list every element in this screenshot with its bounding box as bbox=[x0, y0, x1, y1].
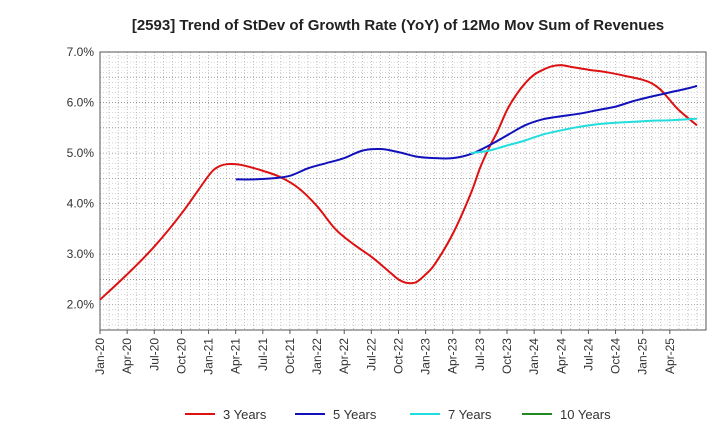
x-tick-label: Apr-21 bbox=[229, 338, 243, 374]
x-tick-label: Jan-21 bbox=[202, 338, 216, 375]
series-line-7-years bbox=[470, 117, 698, 155]
plot-area bbox=[100, 52, 706, 330]
grid bbox=[99, 51, 707, 331]
x-tick-label: Oct-24 bbox=[609, 338, 623, 374]
x-tick-label: Oct-20 bbox=[174, 338, 188, 374]
x-tick-label: Jul-21 bbox=[256, 338, 270, 371]
x-tick-label: Apr-22 bbox=[337, 338, 351, 374]
plot-border bbox=[99, 51, 707, 331]
x-tick-label: Oct-23 bbox=[500, 338, 514, 374]
x-tick-label: Apr-23 bbox=[446, 338, 460, 374]
series-layer bbox=[99, 64, 698, 301]
x-tick-label: Jan-24 bbox=[527, 338, 541, 375]
x-tick-label: Jan-25 bbox=[636, 338, 650, 375]
series-line-3-years bbox=[99, 64, 698, 301]
x-tick-label: Oct-21 bbox=[283, 338, 297, 374]
y-tick-label: 3.0% bbox=[67, 247, 95, 261]
series-line-5-years bbox=[235, 84, 698, 181]
x-tick-label: Apr-24 bbox=[554, 338, 568, 374]
y-tick-label: 5.0% bbox=[67, 146, 95, 160]
y-tick-label: 2.0% bbox=[67, 298, 95, 312]
chart-title: [2593] Trend of StDev of Growth Rate (Yo… bbox=[132, 17, 664, 34]
legend-item-3-years: 3 Years bbox=[185, 407, 267, 422]
x-tick-label: Jul-20 bbox=[147, 338, 161, 371]
x-tick-label: Jul-23 bbox=[473, 338, 487, 371]
axes: 2.0% 3.0% 4.0% 5.0% 6.0% 7.0% Jan-20 Apr-20 Jul-… bbox=[67, 45, 707, 375]
legend-item-10-years: 10 Years bbox=[522, 407, 611, 422]
x-tick-label: Oct-22 bbox=[391, 338, 405, 374]
y-tick-label: 4.0% bbox=[67, 197, 95, 211]
x-tick-label: Apr-20 bbox=[120, 338, 134, 374]
legend: 3 Years 5 Years 7 Years 10 Years bbox=[185, 407, 611, 422]
legend-label: 10 Years bbox=[560, 407, 611, 422]
legend-item-5-years: 5 Years bbox=[295, 407, 377, 422]
legend-label: 3 Years bbox=[223, 407, 267, 422]
x-tick-label: Jan-23 bbox=[419, 338, 433, 375]
x-tick-label: Jul-22 bbox=[364, 338, 378, 371]
legend-label: 5 Years bbox=[333, 407, 377, 422]
x-tick-label: Apr-25 bbox=[663, 338, 677, 374]
legend-item-7-years: 7 Years bbox=[410, 407, 492, 422]
x-tick-label: Jan-20 bbox=[93, 338, 107, 375]
legend-label: 7 Years bbox=[448, 407, 492, 422]
x-tick-label: Jul-24 bbox=[581, 338, 595, 371]
y-tick-label: 6.0% bbox=[67, 96, 95, 110]
y-tick-label: 7.0% bbox=[67, 45, 95, 59]
x-tick-label: Jan-22 bbox=[310, 338, 324, 375]
